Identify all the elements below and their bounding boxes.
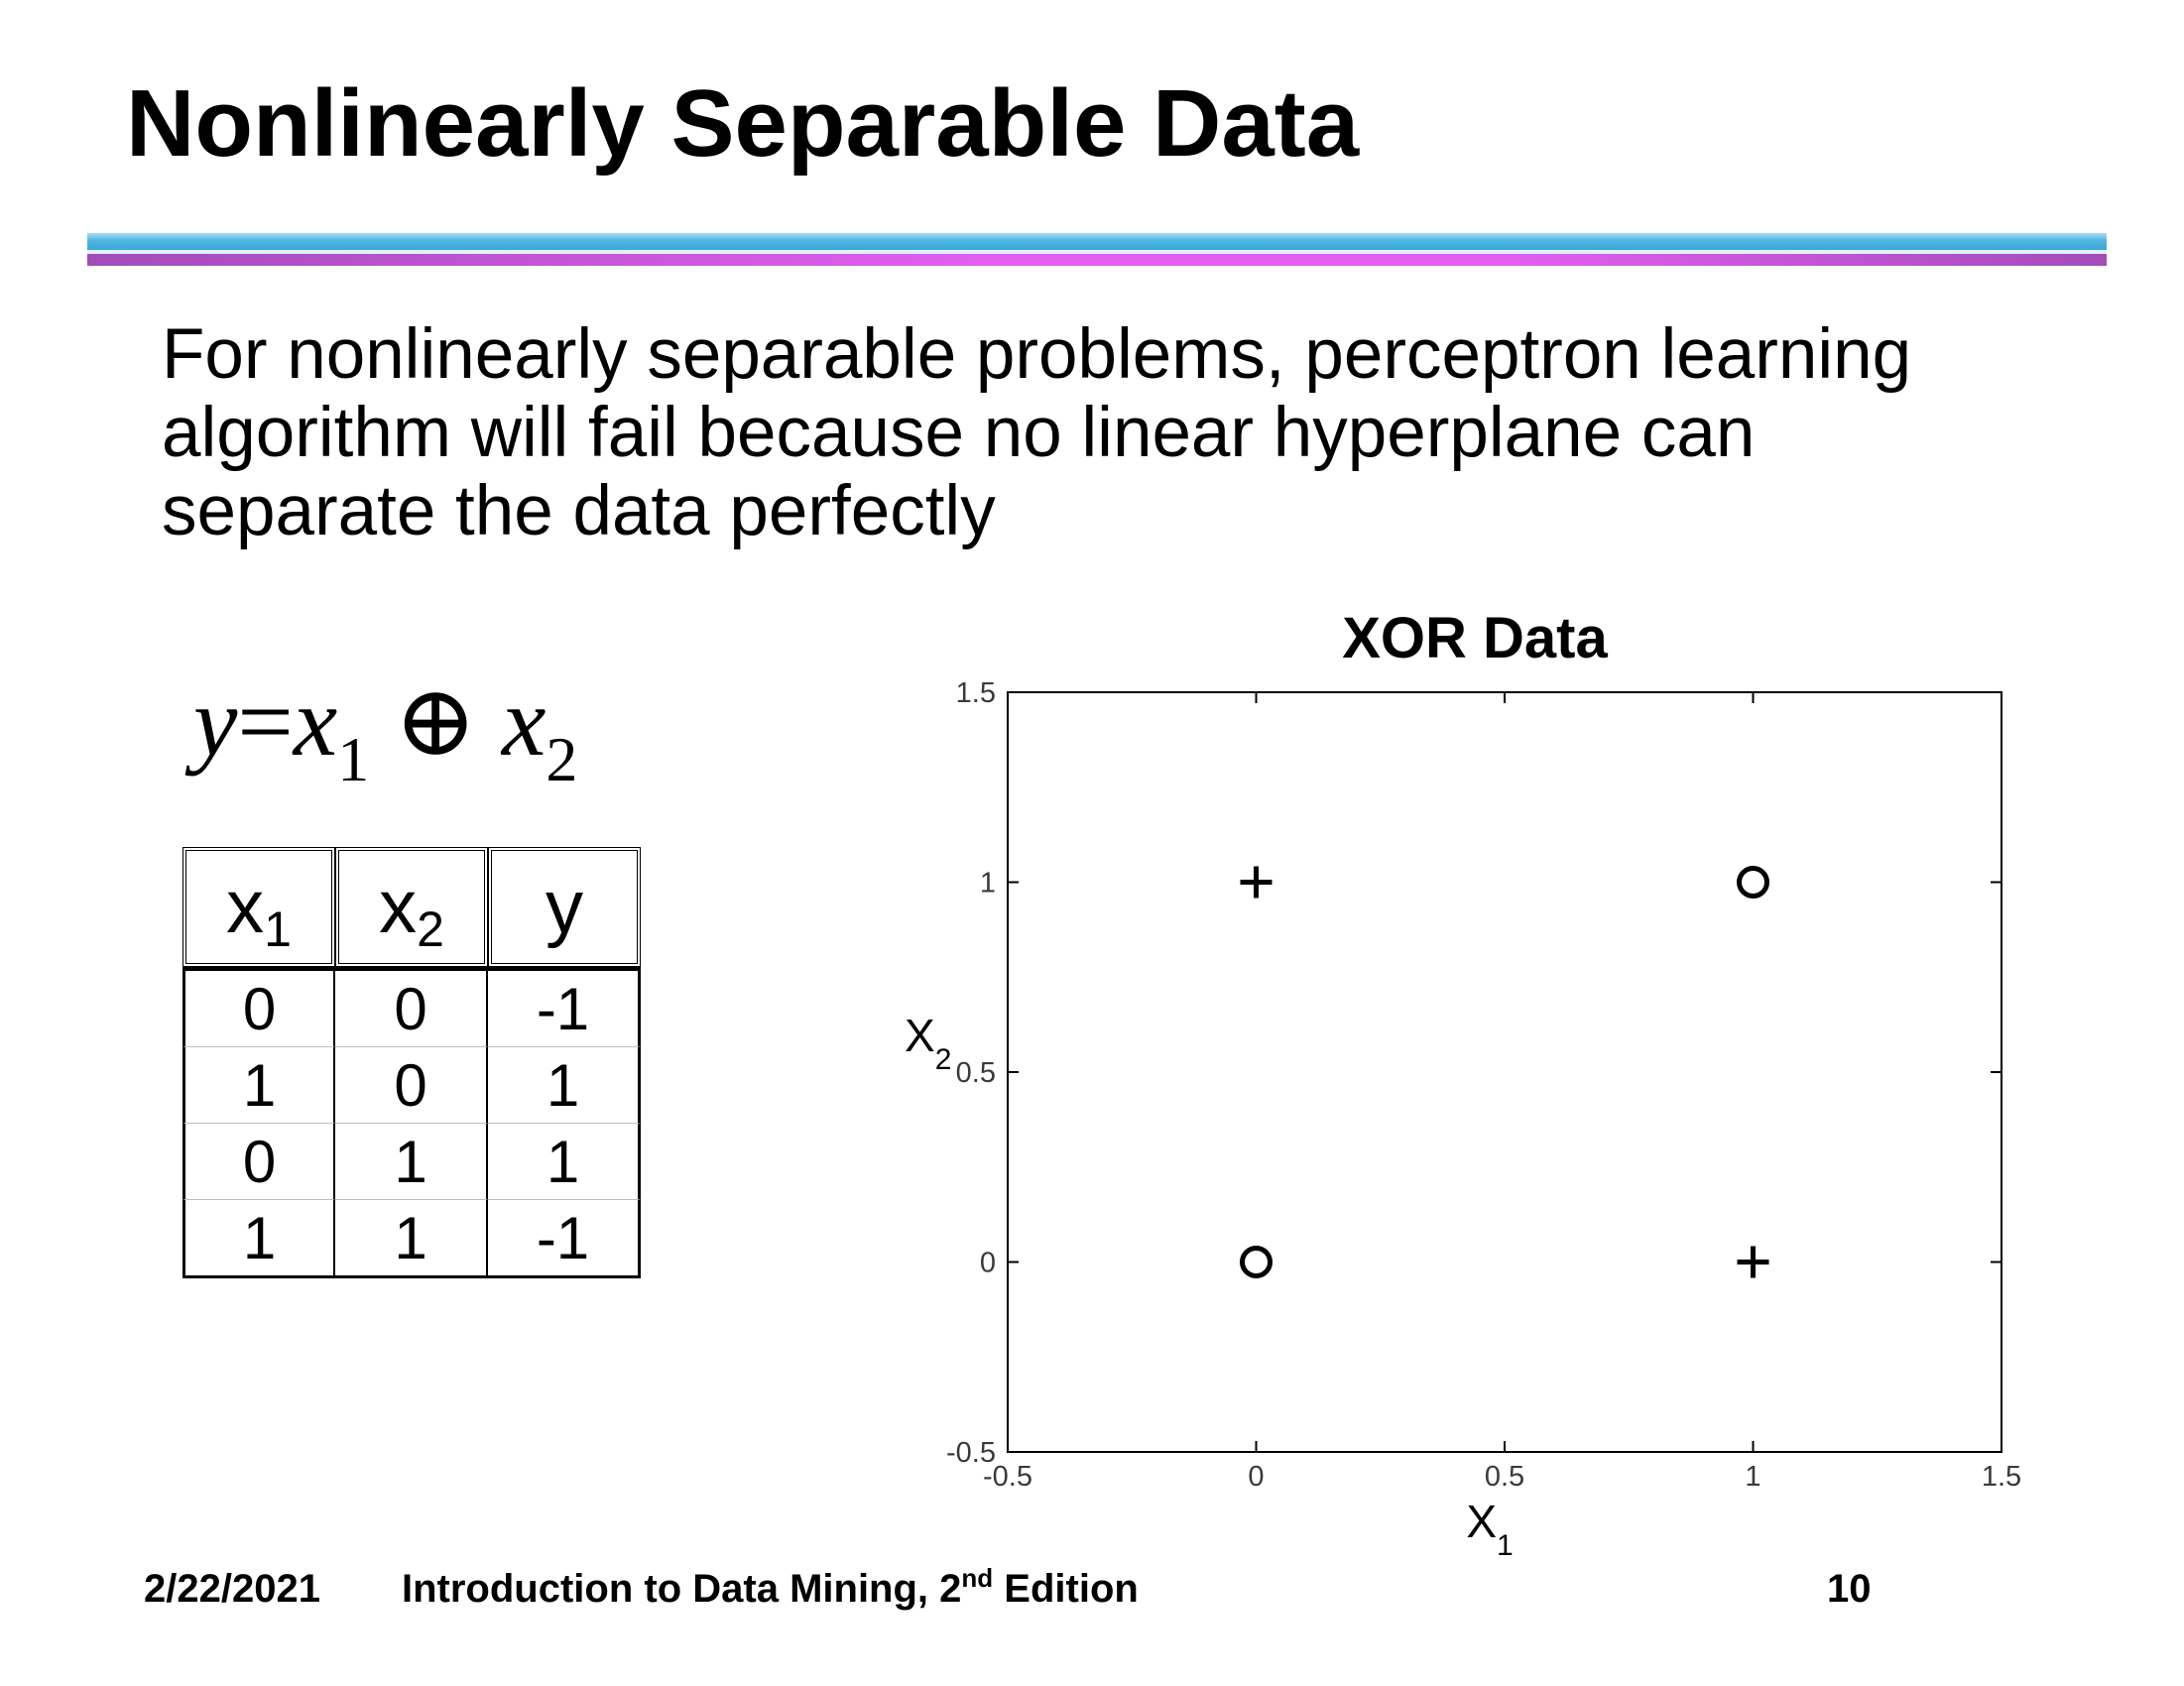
truth-table: x1 x2 y 0 0 -1 1 0 1 0 1 1 1 1 -1 — [182, 847, 641, 1278]
table-cell: 0 — [182, 1124, 335, 1200]
y-tick-label: 0.5 — [956, 1057, 996, 1089]
xor-formula: y=x1 ⊕ x2 — [193, 672, 577, 791]
table-cell: -1 — [488, 967, 641, 1047]
x-axis-label-base: X — [1466, 1496, 1497, 1547]
formula-sub2: 2 — [546, 724, 578, 794]
x-tick-label: 0.5 — [1485, 1461, 1524, 1493]
x-tick-label: 1.5 — [1982, 1461, 2021, 1493]
y-axis-label-base: X — [905, 1010, 935, 1061]
table-cell: 1 — [335, 1200, 488, 1278]
y-axis-label: X2 — [905, 1010, 951, 1076]
table-cell: 0 — [335, 1047, 488, 1124]
chart-title: XOR Data — [1342, 606, 1608, 670]
chart-axes: -0.5 0 0.5 1 1.5 -0.5 0 0.5 1 1.5 — [946, 677, 2021, 1493]
body-text: For nonlinearly separable problems, perc… — [162, 315, 1912, 550]
circle-point — [1240, 1246, 1273, 1278]
y-tick-label: 0 — [980, 1248, 996, 1279]
table-cell: -1 — [488, 1200, 641, 1278]
xor-operator-icon: ⊕ — [394, 666, 477, 777]
footer-date: 2/22/2021 — [144, 1567, 320, 1611]
plus-point — [1737, 1246, 1769, 1278]
table-row: 1 0 1 — [182, 1047, 641, 1124]
x-tick-label: -0.5 — [983, 1461, 1032, 1493]
plus-point — [1240, 866, 1273, 899]
y-tick-label: 1 — [980, 868, 996, 900]
table-cell: 0 — [335, 967, 488, 1047]
footer-book-title: Introduction to Data Mining, 2nd Edition — [402, 1563, 1139, 1611]
title-rule-gap — [87, 250, 2107, 254]
circle-point — [1737, 866, 1769, 899]
table-row: 0 1 1 — [182, 1124, 641, 1200]
x-tick-label: 0 — [1248, 1461, 1264, 1493]
plot-frame — [1007, 691, 2002, 1453]
slide-title: Nonlinearly Separable Data — [126, 70, 1360, 177]
formula-var1: x — [293, 666, 338, 777]
table-cell: 0 — [182, 967, 335, 1047]
header-x2: x2 — [335, 847, 488, 967]
truth-table-header-row: x1 x2 y — [182, 847, 641, 967]
footer-page-number: 10 — [1827, 1567, 1872, 1611]
title-rule-pink — [87, 254, 2107, 266]
table-cell: 1 — [488, 1124, 641, 1200]
y-tick-label: 1.5 — [956, 677, 996, 709]
table-row: 1 1 -1 — [182, 1200, 641, 1278]
chart-marks — [1240, 866, 1769, 1278]
formula-sub1: 1 — [337, 724, 370, 794]
header-x1: x1 — [182, 847, 335, 967]
y-tick-label: -0.5 — [946, 1437, 996, 1469]
x-tick-label: 1 — [1745, 1461, 1760, 1493]
formula-lhs: y — [193, 666, 238, 777]
formula-equals: = — [237, 666, 294, 777]
table-row: 0 0 -1 — [182, 967, 641, 1047]
table-cell: 1 — [488, 1047, 641, 1124]
table-cell: 1 — [182, 1200, 335, 1278]
table-cell: 1 — [335, 1124, 488, 1200]
table-cell: 1 — [182, 1047, 335, 1124]
formula-var2: x — [501, 666, 546, 777]
y-axis-label-sub: 2 — [935, 1043, 952, 1076]
x-axis-label-sub: 1 — [1497, 1529, 1514, 1562]
x-axis-label: X1 — [1466, 1496, 1513, 1562]
header-y: y — [488, 847, 641, 967]
title-rule-blue — [87, 233, 2107, 250]
